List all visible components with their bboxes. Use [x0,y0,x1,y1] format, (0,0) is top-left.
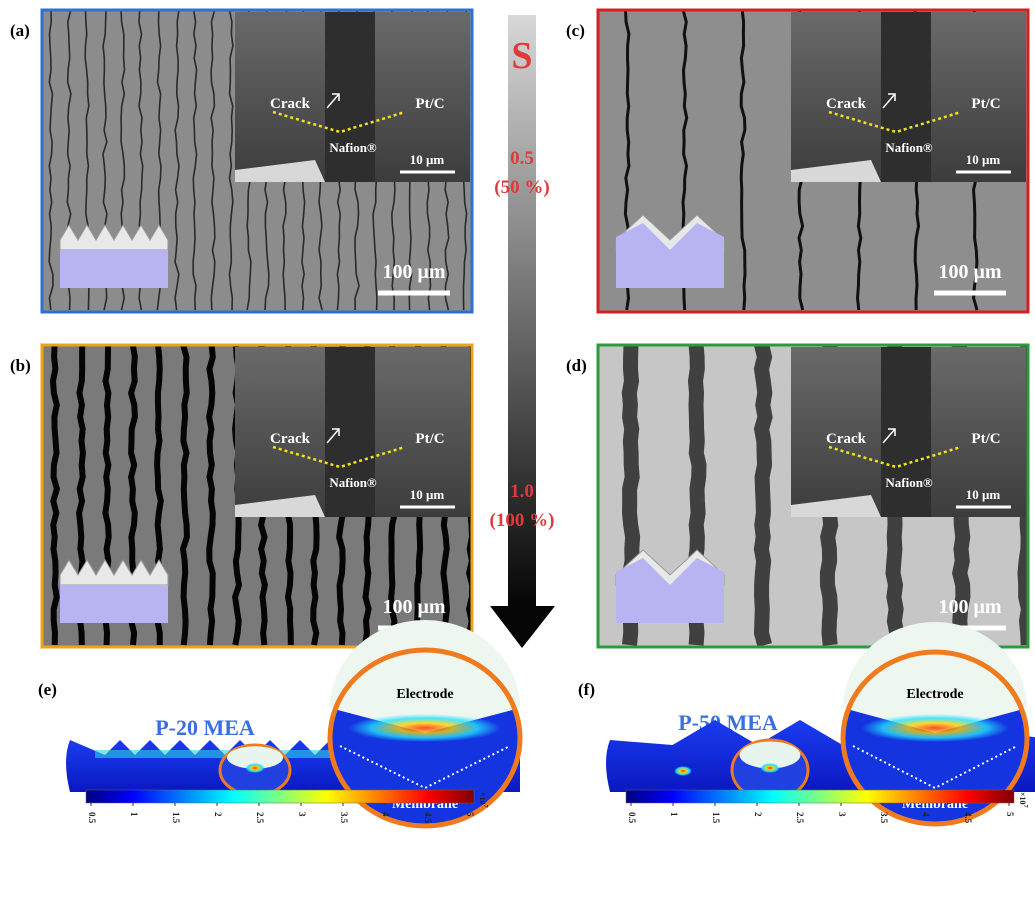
scale-label: 100 μm [383,261,446,283]
crack-label: Crack [270,96,311,112]
stress-band [349,714,501,742]
crack-label: Crack [270,431,311,447]
colorbar-tick-label: 1 [129,812,139,817]
electrode-label: Electrode [906,687,963,702]
scale-label: 100 μm [383,596,446,618]
inset-scale-label: 10 μm [410,487,445,502]
crack-label: Crack [826,431,867,447]
colorbar-multiplier: ×107 [1018,792,1028,808]
colorbar-tick-label: 1 [669,812,679,817]
panel-label: (e) [38,680,57,699]
multiplier: ×10 [1018,792,1027,805]
membrane-label: Nafion® [329,475,377,490]
inset-trench [881,347,931,517]
colorbar-tick-label: 2.5 [255,812,265,824]
inset-trench [325,12,375,182]
stress-hotspot [245,763,265,773]
stress-band [95,750,335,758]
arrow-percent: (100 %) [490,510,555,531]
sem-image: Crack Pt/C Nafion® 10 μm 100 μm [42,345,473,647]
multiplier: ×10 [478,792,487,805]
electrode-label: Pt/C [971,431,1000,447]
electrode-label: Pt/C [415,431,444,447]
crack [209,345,213,645]
simulation-title: P-20 MEA [155,715,255,740]
panel-label: (b) [10,356,31,375]
panel-label: (f) [578,680,595,699]
sem-image: Crack Pt/C Nafion® 10 μm 100 μm [598,10,1028,312]
colorbar-tick-label: 0.5 [87,812,97,824]
exponent: 7 [1022,805,1028,808]
colorbar-tick-label: 4 [381,812,391,817]
arrow-value: 1.0 [510,481,534,502]
schematic-membrane [616,250,724,288]
colorbar-tick-label: 3 [297,812,307,817]
colorbar-tick-label: 4 [921,812,931,817]
inset-scale-label: 10 μm [966,152,1001,167]
inset-trench [881,12,931,182]
crack-label: Crack [826,96,867,112]
electrode-label: Pt/C [415,96,444,112]
colorbar-tick-label: 1.5 [171,812,181,824]
inset-scale-label: 10 μm [410,152,445,167]
stress-hotspot [674,766,692,776]
panel-label: (c) [566,21,585,40]
inset-scale-label: 10 μm [966,487,1001,502]
crack [183,345,187,645]
colorbar-tick-label: 3.5 [339,812,349,824]
membrane-label: Nafion® [329,140,377,155]
schematic-membrane [60,585,168,623]
figure: S 0.5 (50 %) 1.0 (100 %) Crack Pt/C Nafion… [0,0,1035,908]
stress-band [861,714,1008,742]
scale-label: 100 μm [939,596,1002,618]
membrane-label: Nafion® [885,475,933,490]
arrow-percent: (50 %) [494,177,549,198]
colorbar-tick-label: 3 [837,812,847,817]
schematic-membrane [60,250,168,288]
scale-label: 100 μm [939,261,1002,283]
colorbar-tick-label: 5 [465,812,475,817]
membrane-label: Nafion® [885,140,933,155]
colorbar-tick-label: 1.5 [711,812,721,824]
colorbar-tick-label: 3.5 [879,812,889,824]
arrow-value: 0.5 [510,148,534,169]
sem-image: Crack Pt/C Nafion® 10 μm 100 μm [598,345,1029,647]
crack [53,345,57,645]
colorbar-tick-label: 4.5 [423,812,433,824]
colorbar-tick-label: 4.5 [963,812,973,824]
electrode-label: Electrode [396,687,453,702]
arrow-symbol: S [511,35,532,77]
crack [761,345,765,645]
panel-label: (d) [566,356,587,375]
arrow-head [490,606,555,648]
colorbar-tick-label: 5 [1005,812,1015,817]
inset-trench [325,347,375,517]
schematic-membrane [616,585,724,623]
stress-hotspot [760,763,780,773]
colorbar-tick-label: 2 [213,812,223,817]
panel-label: (a) [10,21,30,40]
exponent: 7 [482,805,488,808]
colorbar-tick-label: 2 [753,812,763,817]
colorbar-tick-label: 2.5 [795,812,805,824]
colorbar [86,790,474,803]
sem-image: Crack Pt/C Nafion® 10 μm 100 μm [42,10,472,312]
colorbar [626,790,1014,803]
electrode-label: Pt/C [971,96,1000,112]
colorbar-tick-label: 0.5 [627,812,637,824]
